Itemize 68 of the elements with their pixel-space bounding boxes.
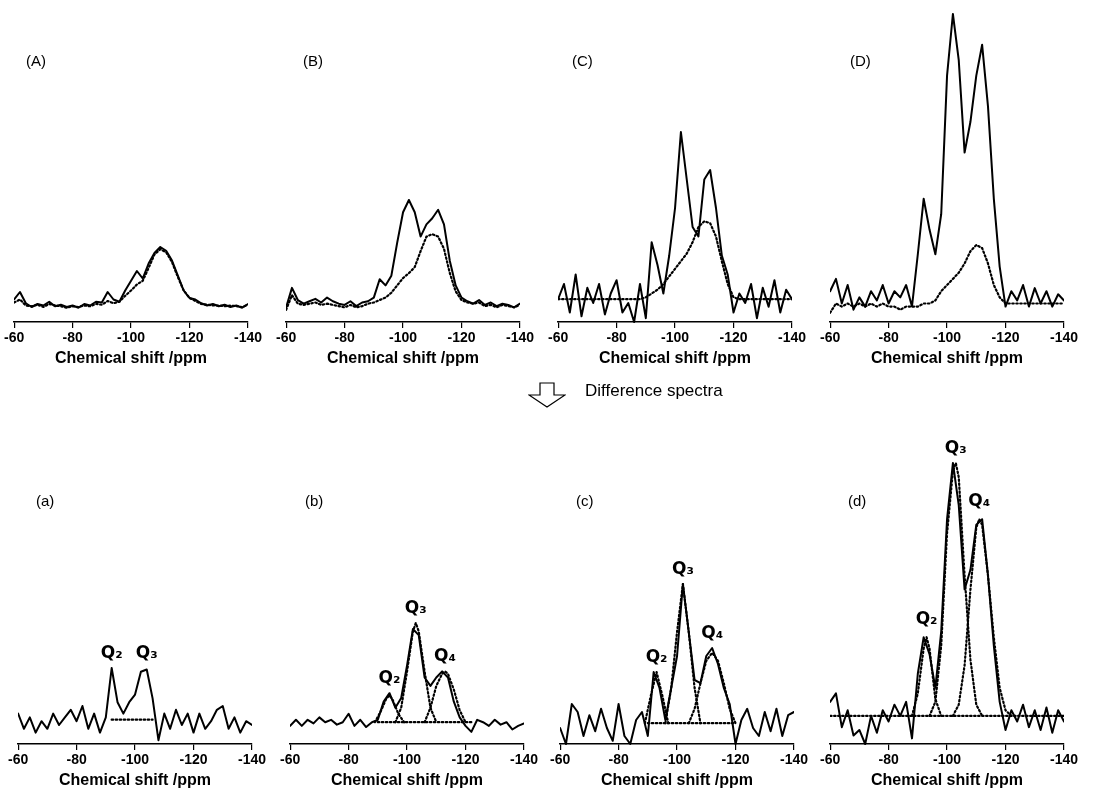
x-tick-label: -100 — [661, 329, 690, 346]
chart-title: (A) — [26, 52, 46, 69]
x-tick-label: -60 — [280, 751, 301, 768]
annotation: Q₂ — [915, 608, 938, 629]
x-axis-title: Chemical shift /ppm — [871, 770, 1024, 788]
annotation: Q₃ — [944, 436, 967, 457]
x-tick-label: -80 — [878, 329, 899, 346]
annotation: Q₄ — [434, 645, 457, 666]
x-tick-label: -60 — [820, 751, 841, 768]
x-tick-label: -140 — [233, 329, 263, 346]
x-axis-title: Chemical shift /ppm — [331, 770, 484, 788]
annotation: Q₂ — [100, 641, 123, 662]
x-tick-label: -140 — [237, 751, 267, 768]
x-tick-label: -80 — [334, 329, 355, 346]
x-axis-title: Chemical shift /ppm — [59, 770, 212, 788]
x-tick-label: -100 — [933, 751, 962, 768]
x-tick-label: -80 — [608, 751, 629, 768]
x-tick-label: -60 — [276, 329, 297, 346]
x-tick-label: -60 — [550, 751, 571, 768]
x-tick-label: -100 — [117, 329, 146, 346]
x-tick-label: -60 — [8, 751, 29, 768]
x-tick-label: -100 — [393, 751, 422, 768]
annotation: Q₄ — [701, 621, 724, 642]
x-axis-title: Chemical shift /ppm — [599, 348, 752, 366]
x-axis-title: Chemical shift /ppm — [601, 770, 754, 788]
chart-title: (a) — [36, 492, 55, 509]
x-axis-title: Chemical shift /ppm — [55, 348, 208, 366]
x-axis-title: Chemical shift /ppm — [871, 348, 1024, 366]
chart-title: (c) — [576, 492, 594, 509]
text: (D) — [850, 52, 871, 69]
x-tick-label: -80 — [66, 751, 87, 768]
chart-title: (B) — [303, 52, 323, 69]
x-tick-label: -60 — [4, 329, 25, 346]
annotation: Q₃ — [671, 557, 694, 578]
x-tick-label: -60 — [548, 329, 569, 346]
x-tick-label: -120 — [451, 751, 480, 768]
x-tick-label: -80 — [878, 751, 899, 768]
x-tick-label: -120 — [175, 329, 204, 346]
chart-title: (C) — [572, 52, 593, 69]
x-tick-label: -140 — [777, 329, 807, 346]
x-tick-label: -140 — [1049, 329, 1079, 346]
x-tick-label: -120 — [179, 751, 208, 768]
x-tick-label: -80 — [338, 751, 359, 768]
x-tick-label: -120 — [991, 329, 1020, 346]
annotation: Q₂ — [645, 645, 668, 666]
text: Difference spectra — [585, 381, 723, 401]
annotation: Q₃ — [404, 596, 427, 617]
x-tick-label: -120 — [991, 751, 1020, 768]
x-tick-label: -120 — [719, 329, 748, 346]
x-tick-label: -100 — [933, 329, 962, 346]
x-tick-label: -140 — [509, 751, 539, 768]
x-tick-label: -100 — [663, 751, 692, 768]
x-tick-label: -60 — [820, 329, 841, 346]
x-tick-label: -140 — [779, 751, 809, 768]
x-tick-label: -120 — [447, 329, 476, 346]
annotation: Q₂ — [378, 667, 401, 688]
x-tick-label: -100 — [389, 329, 418, 346]
annotation: Q₄ — [968, 490, 991, 511]
annotation: Q₃ — [135, 641, 158, 662]
x-axis-title: Chemical shift /ppm — [327, 348, 480, 366]
x-tick-label: -100 — [121, 751, 150, 768]
x-tick-label: -140 — [505, 329, 535, 346]
x-tick-label: -120 — [721, 751, 750, 768]
x-tick-label: -80 — [606, 329, 627, 346]
x-tick-label: -140 — [1049, 751, 1079, 768]
x-tick-label: -80 — [62, 329, 83, 346]
text: (d) — [848, 492, 867, 509]
chart-title: (b) — [305, 492, 324, 509]
